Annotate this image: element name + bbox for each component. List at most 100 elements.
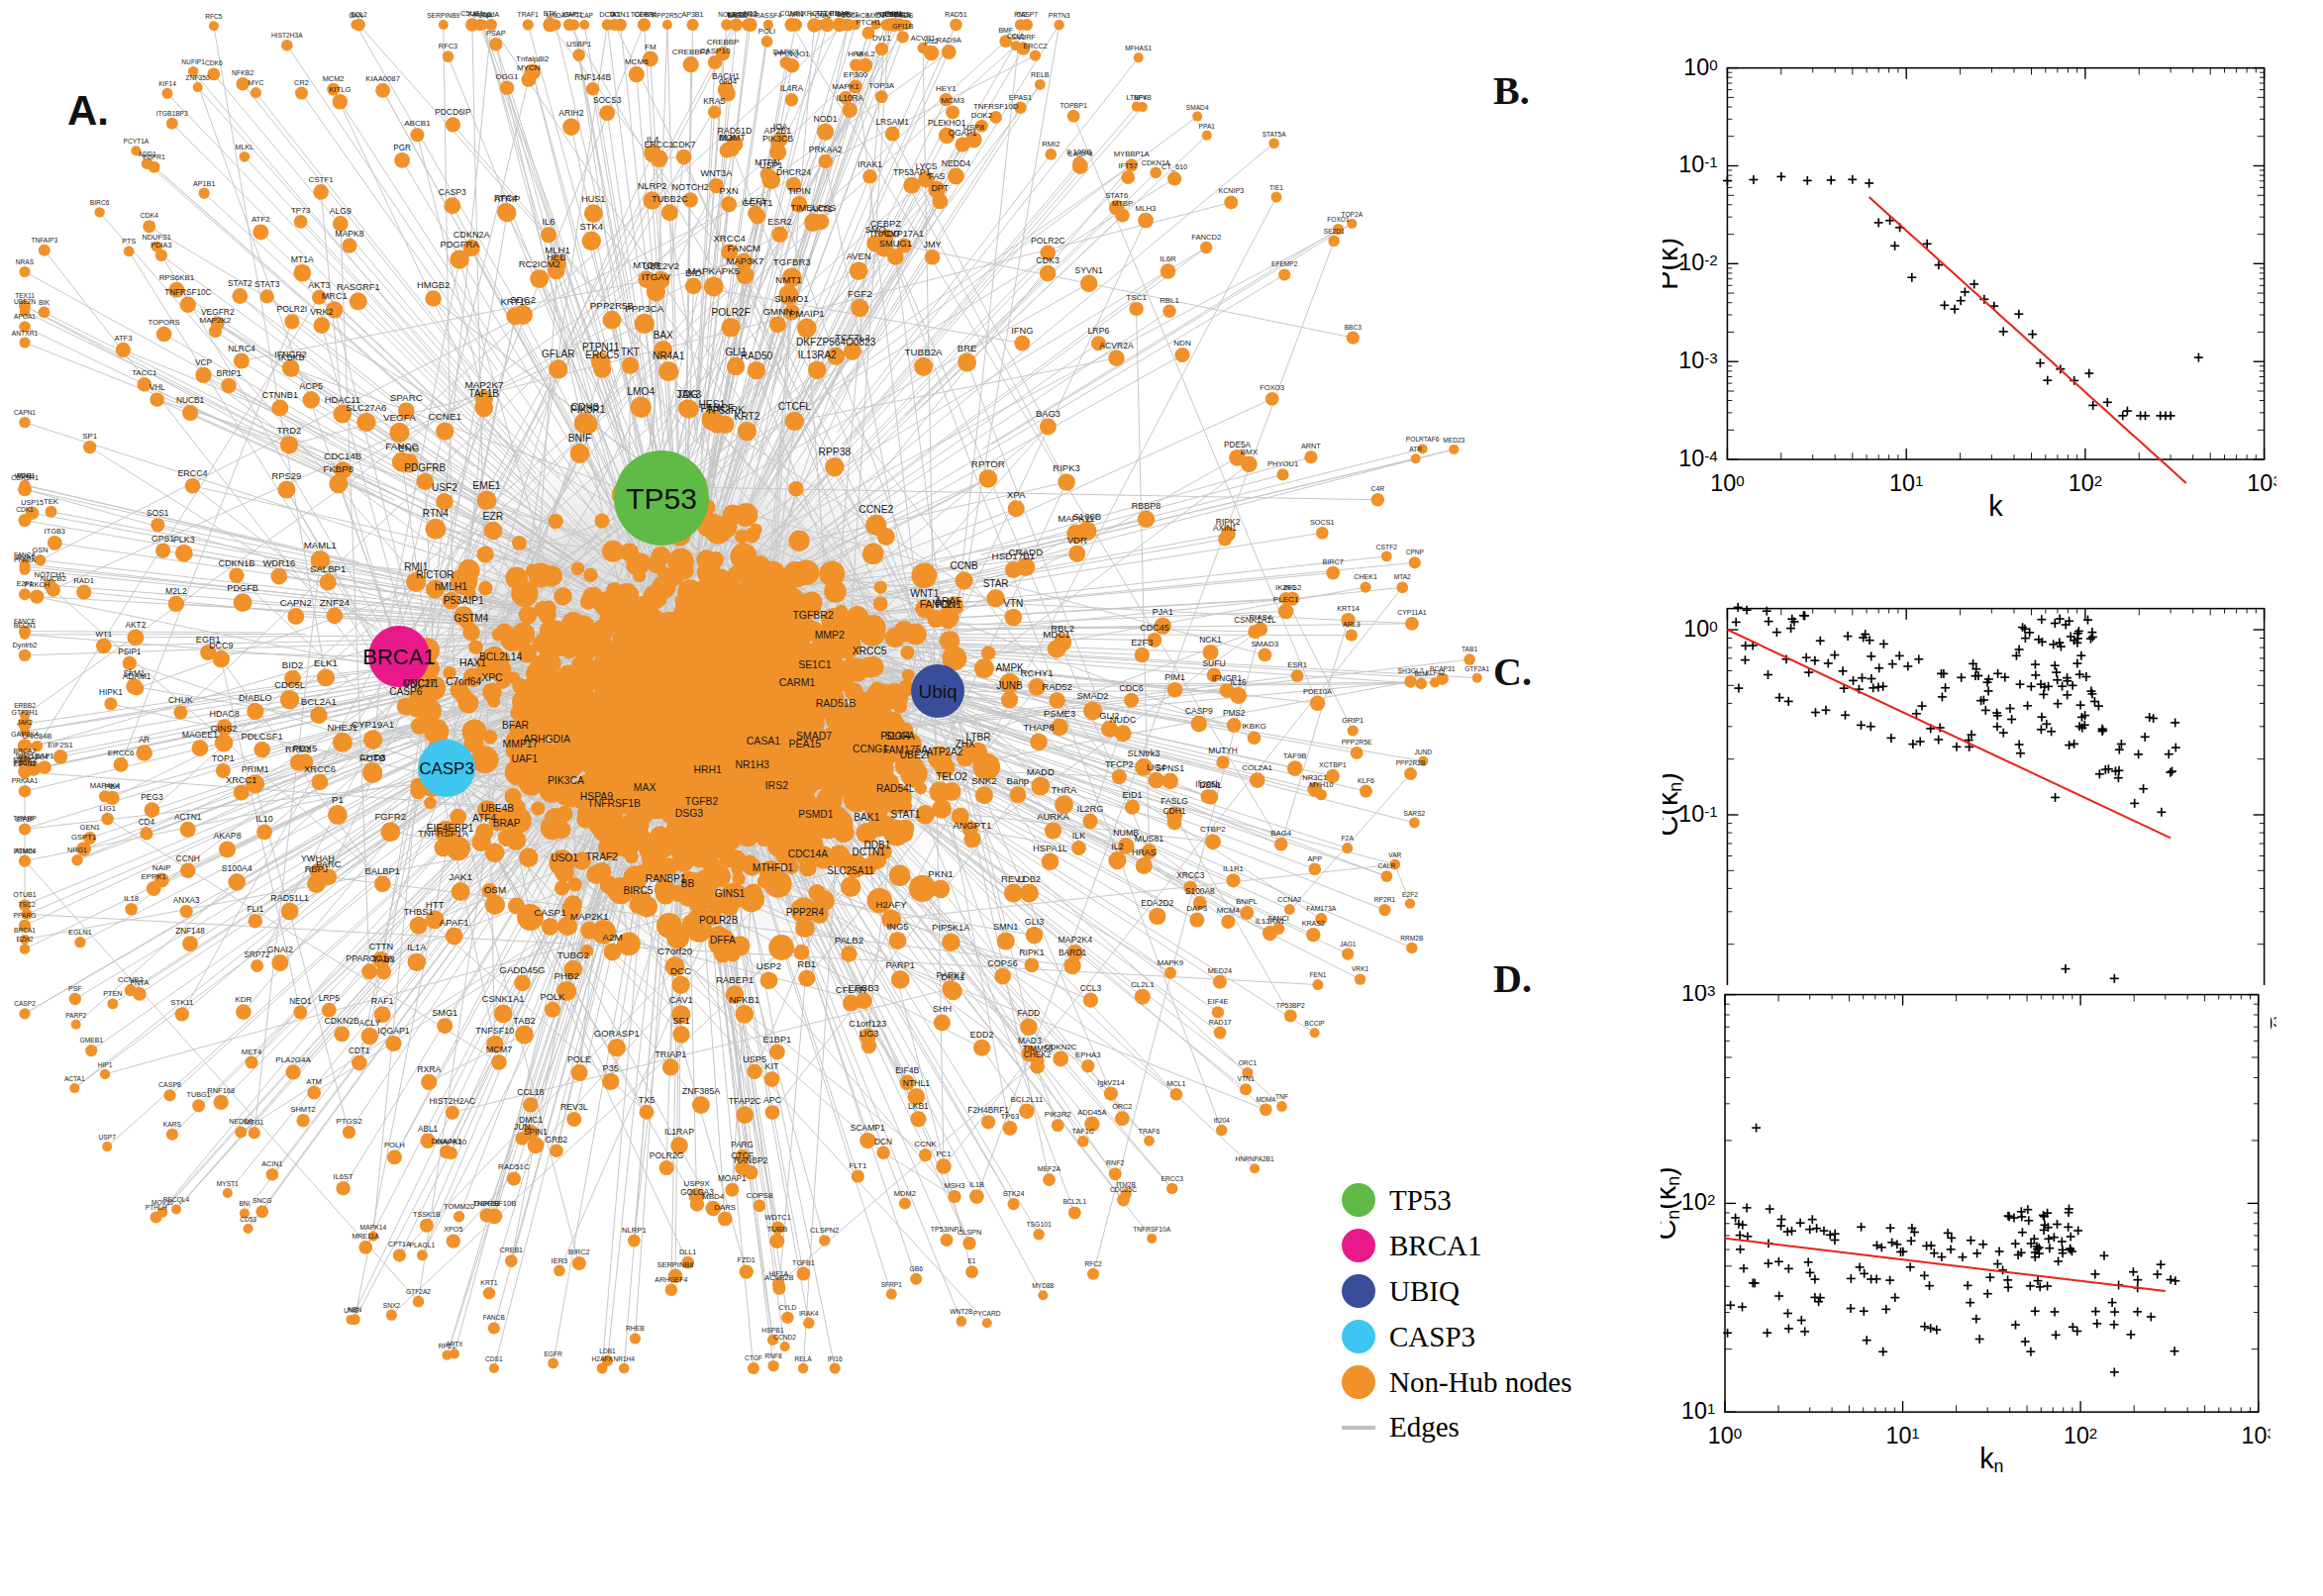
svg-text:PCYT1A: PCYT1A [124, 138, 150, 145]
svg-text:S100B: S100B [1073, 511, 1102, 522]
svg-text:IKBKG: IKBKG [1242, 722, 1266, 731]
svg-text:AKT3: AKT3 [308, 280, 330, 290]
svg-text:HNRNPA2B1: HNRNPA2B1 [1236, 1155, 1274, 1162]
svg-text:S100A4: S100A4 [222, 863, 252, 873]
svg-text:OTUB1: OTUB1 [13, 891, 36, 898]
svg-text:Ifi204: Ifi204 [1214, 1117, 1230, 1124]
svg-text:FOS: FOS [900, 12, 914, 19]
svg-text:ANXA3: ANXA3 [173, 896, 200, 905]
svg-text:NTHL1: NTHL1 [903, 1078, 931, 1088]
svg-text:EIF2S1: EIF2S1 [48, 741, 73, 749]
svg-text:PSMD1: PSMD1 [798, 809, 833, 820]
svg-text:C(kn): C(kn) [1663, 772, 1685, 837]
svg-text:RTN4: RTN4 [423, 508, 450, 519]
svg-text:ACVR2A: ACVR2A [1099, 341, 1134, 350]
svg-text:P1: P1 [332, 794, 344, 805]
svg-text:CYP19A1: CYP19A1 [352, 719, 395, 730]
svg-text:TP53: TP53 [626, 482, 697, 515]
svg-text:FAS: FAS [929, 171, 946, 181]
svg-text:APOA1: APOA1 [14, 313, 36, 320]
svg-text:OGG1: OGG1 [496, 72, 519, 81]
svg-text:KIAA0087: KIAA0087 [365, 74, 400, 83]
svg-text:NEDD4: NEDD4 [942, 158, 970, 168]
svg-text:VEGFR2: VEGFR2 [201, 307, 235, 317]
svg-text:PXN: PXN [720, 186, 739, 196]
svg-text:GEN1: GEN1 [80, 823, 100, 832]
svg-text:EP300: EP300 [844, 70, 868, 79]
svg-text:MRC1: MRC1 [322, 291, 348, 301]
svg-text:UBE2N: UBE2N [14, 298, 36, 305]
svg-text:MUS81: MUS81 [1135, 834, 1163, 844]
svg-text:STAR: STAR [983, 578, 1009, 589]
svg-text:NR1H4: NR1H4 [613, 1355, 635, 1362]
svg-text:OSM: OSM [484, 884, 507, 895]
svg-text:P(k): P(k) [1663, 238, 1683, 290]
svg-text:HDAC11: HDAC11 [325, 394, 360, 405]
svg-text:PPP2R4: PPP2R4 [786, 907, 825, 918]
svg-text:MNDA: MNDA [546, 12, 565, 19]
svg-text:PPP2R2B: PPP2R2B [1396, 759, 1426, 766]
svg-text:TIPIN: TIPIN [787, 186, 810, 196]
svg-text:MDM2: MDM2 [894, 1189, 916, 1198]
svg-text:RAD51L1: RAD51L1 [270, 893, 309, 903]
svg-text:NR1H3: NR1H3 [735, 758, 769, 770]
svg-text:E2F2: E2F2 [1402, 891, 1418, 898]
svg-text:BFAR: BFAR [502, 720, 530, 731]
svg-text:CTNNB1: CTNNB1 [262, 390, 298, 400]
svg-text:ERCC5: ERCC5 [585, 349, 619, 360]
svg-text:MFHAS1: MFHAS1 [1125, 45, 1152, 51]
svg-text:VCP: VCP [195, 357, 213, 367]
svg-text:POLH: POLH [384, 1141, 405, 1149]
svg-text:KDR: KDR [235, 995, 252, 1004]
svg-text:FEN1: FEN1 [1309, 971, 1326, 978]
svg-text:SMN1: SMN1 [993, 922, 1019, 932]
svg-text:WRN: WRN [788, 11, 804, 18]
svg-text:VTN: VTN [1003, 598, 1023, 609]
svg-text:BAP1: BAP1 [36, 751, 53, 760]
svg-text:IRAK4: IRAK4 [799, 1310, 819, 1317]
svg-text:EPHA3: EPHA3 [1075, 1050, 1101, 1059]
svg-text:ARL3: ARL3 [1343, 621, 1361, 629]
svg-text:CHUK: CHUK [168, 695, 193, 705]
svg-text:SLX4: SLX4 [885, 731, 910, 742]
svg-text:PTS: PTS [122, 237, 136, 246]
svg-text:MCM3: MCM3 [941, 96, 964, 105]
svg-text:ZNF24: ZNF24 [320, 597, 351, 608]
svg-text:PC1: PC1 [936, 1149, 951, 1158]
svg-text:NFKB1: NFKB1 [729, 994, 759, 1005]
svg-text:ERCC3: ERCC3 [1162, 1175, 1184, 1182]
svg-text:XPA: XPA [1007, 489, 1026, 500]
svg-text:PARP2: PARP2 [65, 1012, 86, 1019]
svg-text:TP63: TP63 [1001, 1112, 1020, 1121]
svg-text:RPTOR: RPTOR [971, 458, 1005, 469]
svg-text:ATM: ATM [306, 1077, 322, 1086]
svg-text:IL10: IL10 [255, 814, 272, 824]
svg-text:VRK2: VRK2 [310, 307, 333, 317]
svg-text:IL10RA: IL10RA [836, 93, 863, 103]
svg-text:TOP3A: TOP3A [868, 81, 894, 90]
svg-text:PDIA3: PDIA3 [151, 241, 171, 249]
svg-text:CPT1A: CPT1A [388, 1241, 411, 1247]
svg-text:DLL1: DLL1 [679, 1247, 696, 1256]
svg-text:STK24: STK24 [1003, 1190, 1025, 1197]
svg-text:POLK: POLK [540, 991, 565, 1002]
svg-text:USP8: USP8 [963, 123, 985, 132]
svg-text:IL1B: IL1B [969, 1180, 984, 1189]
svg-text:MAP2K7: MAP2K7 [465, 379, 504, 390]
svg-text:MED23: MED23 [1443, 437, 1464, 444]
svg-text:IL4RA: IL4RA [780, 83, 804, 93]
svg-text:PRTN3: PRTN3 [1049, 12, 1070, 19]
svg-text:PN2: PN2 [1014, 11, 1027, 18]
svg-text:RRM2: RRM2 [285, 744, 312, 754]
svg-text:PSAP: PSAP [486, 29, 506, 38]
svg-text:ACLY: ACLY [359, 1018, 381, 1028]
svg-text:KIT: KIT [764, 1061, 779, 1071]
svg-text:ERBB2: ERBB2 [14, 702, 36, 709]
svg-text:RANBP1: RANBP1 [646, 873, 686, 884]
svg-text:TGFB1: TGFB1 [792, 1259, 815, 1266]
svg-text:POLR2G: POLR2G [650, 1150, 684, 1160]
svg-text:USP5: USP5 [743, 1054, 766, 1064]
svg-text:Banp: Banp [1007, 775, 1030, 786]
svg-text:IFNGR2: IFNGR2 [274, 349, 307, 359]
svg-text:XCTBP1: XCTBP1 [1319, 761, 1347, 769]
